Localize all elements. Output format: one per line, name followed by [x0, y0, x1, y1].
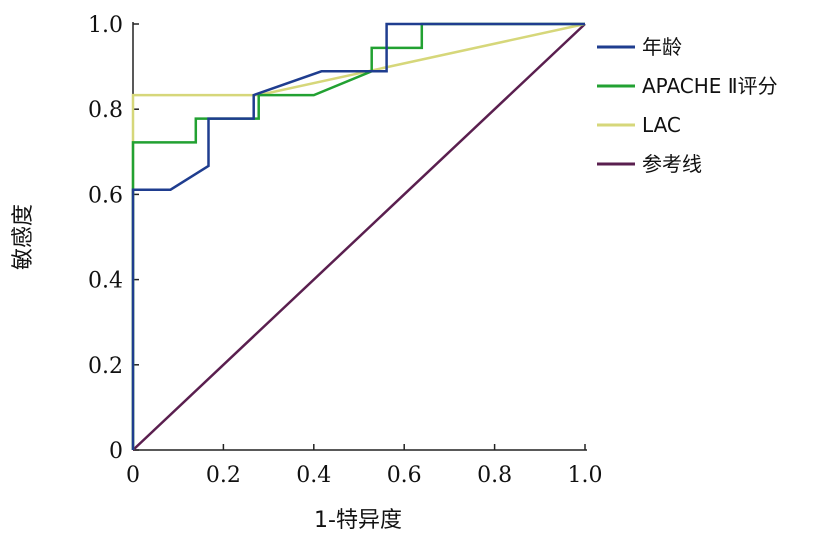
y-tick-label: 0.4 [88, 269, 123, 294]
legend-label: 年龄 [642, 35, 682, 59]
series-line-0 [131, 22, 585, 450]
x-tick-label: 0 [126, 463, 140, 488]
series-line-3 [132, 23, 586, 451]
legend-label: 参考线 [642, 152, 702, 176]
y-tick-label: 0.2 [88, 354, 123, 379]
x-tick-label: 0.2 [206, 463, 241, 488]
y-tick-label: 0.6 [88, 183, 123, 208]
x-tick-label: 0.4 [296, 463, 331, 488]
series-line-1 [131, 22, 585, 450]
x-tick-label: 0.6 [387, 463, 422, 488]
x-tick-label: 1.0 [568, 463, 603, 488]
x-tick-label: 0.8 [477, 463, 512, 488]
series-lines [131, 22, 586, 451]
axes: 0 0.2 0.4 0.6 0.8 1.0 0 0.2 0.4 0.6 0.8 1.0 [88, 13, 603, 488]
legend: 年龄 APACHE Ⅱ评分 LAC 参考线 [597, 35, 778, 176]
legend-label: LAC [642, 113, 681, 137]
legend-label: APACHE Ⅱ评分 [642, 74, 778, 98]
y-tick-label: 0 [109, 439, 123, 464]
x-axis-label: 1-特异度 [314, 508, 402, 533]
y-axis-label: 敏感度 [11, 204, 36, 270]
y-tick-label: 1.0 [88, 13, 123, 38]
y-tick-label: 0.8 [88, 98, 123, 123]
